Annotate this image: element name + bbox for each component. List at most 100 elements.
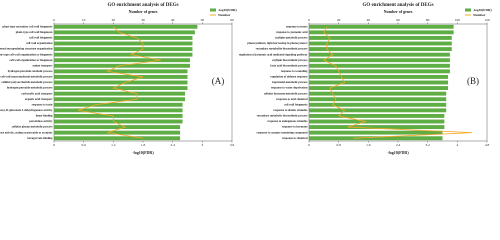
y-tick-label: cell wall biogenesis [29,36,53,40]
x-tick-label: 0.6 [81,143,86,147]
legend-label: Number [473,13,486,17]
bar [309,136,443,141]
legend-label: -log10(FDR) [473,8,492,12]
x2-axis-label: Number of genes [384,9,413,14]
y-tick-label: cellular hormone metabolic process [264,91,309,95]
bar [309,74,449,79]
bar [309,91,447,96]
y-tick-label: response to acid chemical [276,97,308,101]
x-tick-label: 2.4 [396,143,401,147]
bar [309,63,450,68]
x2-tick-label: 0 [53,18,55,22]
x-tick-label: 1.2 [111,143,116,147]
x-axis-label: -log10(FDR) [132,150,154,155]
bar [309,113,445,118]
x-tick-label: 3.6 [230,143,235,147]
bar [309,41,452,46]
page: {"chart_data": [ {"type": "bar", "title"… [0,3,493,155]
bar [54,119,183,124]
x-tick-label: 1.6 [366,143,371,147]
x2-tick-label: 60 [230,18,234,22]
y-tick-label: response to jasmonic acid [276,30,308,34]
line-series [322,26,473,139]
y-tick-label: peroxidase activity [29,119,53,123]
x2-axis-label: Number of genes [129,9,158,14]
x2-tick-label: 30 [141,18,145,22]
x-tick-label: 4 [456,143,458,147]
bar [54,102,183,107]
y-tick-label: heme binding [36,114,53,118]
bar [54,24,198,29]
x-tick-label: 3.2 [425,143,430,147]
y-tick-label: photosynthesis, light harvesting in phot… [247,41,308,45]
bar [54,130,181,135]
bar [54,74,188,79]
y-tick-label: response to toxin [32,102,53,106]
bar [309,125,445,130]
y-tick-label: isoprenoid metabolic process [272,80,308,84]
y-tick-label: hydrogen peroxide metabolic process [7,86,54,90]
bar [309,108,447,113]
y-tick-label: secondary metabolite biosynthetic proces… [256,47,309,51]
bar [309,58,450,63]
bar [309,86,449,91]
bar [309,97,447,102]
chart-title: GO enrichment analysis of DEGs [362,3,433,8]
y-tick-label: 2-deoxy-D-gluconate 3-dehydrogenase acti… [0,108,53,112]
y-tick-label: cellular polysaccharide metabolic proces… [1,80,53,84]
bar [54,113,183,118]
y-tick-label: cell wall organization [26,41,53,45]
y-tick-label: regulation of defense response [270,75,308,79]
y-tick-label: amine transport [33,63,53,67]
y-tick-label: oxylipin biosynthetic process [272,58,308,62]
bar [309,52,450,57]
y-tick-label: hydrogen peroxide catabolic process [8,69,54,73]
x2-tick-label: 80 [426,18,430,22]
y-tick-label: regulation of jasmonic acid mediated sig… [239,52,308,56]
bar [309,80,449,85]
bar [54,41,193,46]
y-tick-label: oxylipin metabolic process [275,36,308,40]
bar [54,47,193,52]
bar [309,47,452,52]
x2-tick-label: 20 [112,18,116,22]
y-tick-label: response to endogenous stimulus [267,119,308,123]
y-tick-label: response to water deprivation [271,86,308,90]
x-tick-label: 3 [201,143,203,147]
x2-tick-label: 10 [82,18,86,22]
x2-tick-label: 40 [171,18,175,22]
x2-tick-label: 100 [455,18,461,22]
x-tick-label: 0 [53,143,55,147]
x-tick-label: 4.8 [485,143,490,147]
x2-tick-label: 0 [308,18,310,22]
legend-swatch [465,8,471,12]
y-tick-label: response to wounding [281,69,308,73]
legend-label: -log10(FDR) [218,8,237,12]
x-tick-label: 0.8 [336,143,341,147]
panel-label: (A) [212,76,225,86]
bar [309,24,454,29]
y-tick-label: response to hormone [282,125,308,129]
bar [54,125,181,130]
y-tick-label: response to abiotic stimulus [273,108,308,112]
y-tick-label: cell wall macromolecule metabolic proces… [0,75,53,79]
y-tick-label: plant-type cell wall organization or bio… [0,52,53,56]
y-tick-label: cellular glucan metabolic process [12,125,54,129]
bar [54,69,188,74]
y-tick-label: plant-type secondary cell wall biogenesi… [3,24,54,28]
y-tick-label: oxidoreductase activity, acting on perox… [0,130,53,134]
y-tick-label: cell wall biogenesis [284,102,308,106]
x2-tick-label: 120 [484,18,490,22]
y-tick-label: plant-type cell wall biogenesis [16,30,54,34]
bar [54,52,193,57]
y-tick-label: carboxylic acid transport [21,91,52,95]
chart-title: GO enrichment analysis of DEGs [107,3,178,8]
x-tick-label: 1.8 [141,143,146,147]
bar [54,91,186,96]
y-tick-label: organic acid transport [25,97,53,101]
x2-tick-label: 20 [337,18,341,22]
bar [309,35,452,40]
bar [54,58,190,63]
bar [309,130,443,135]
